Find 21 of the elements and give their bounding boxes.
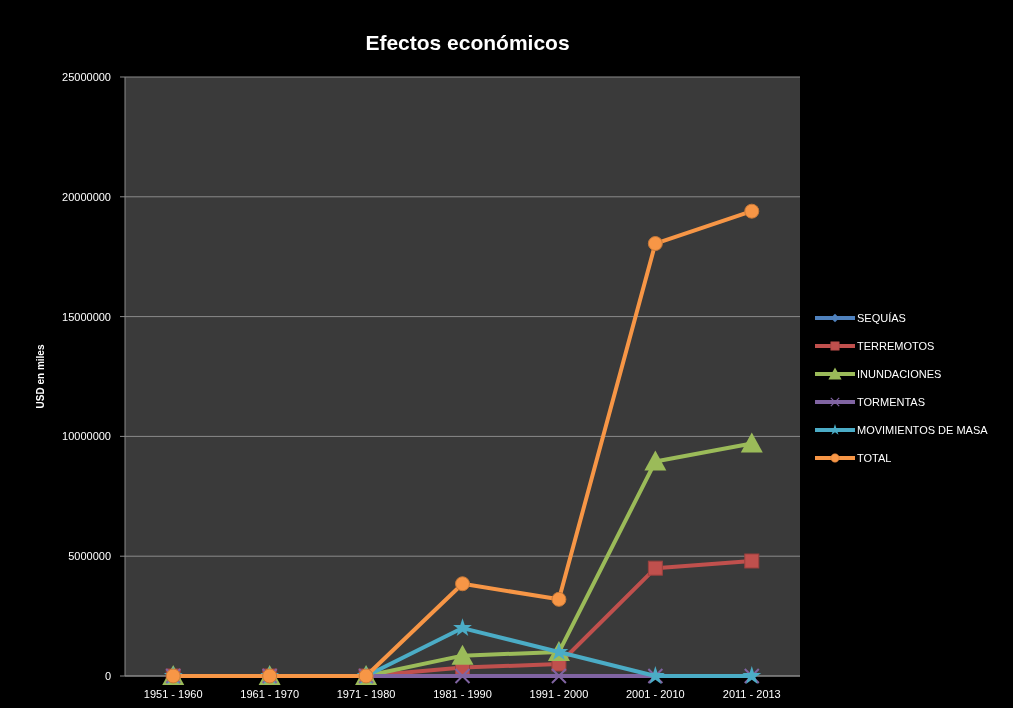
legend-label: INUNDACIONES — [857, 368, 942, 380]
x-tick-label: 1981 - 1990 — [433, 688, 492, 700]
legend-label: SEQUÍAS — [857, 312, 906, 324]
y-tick-label: 15000000 — [62, 310, 111, 323]
x-tick-label: 2001 - 2010 — [626, 688, 685, 700]
y-tick-label: 25000000 — [62, 71, 111, 83]
x-tick-label: 1961 - 1970 — [240, 688, 299, 700]
x-tick-label: 1971 - 1980 — [336, 688, 396, 700]
y-axis-title: USD en miles — [35, 344, 46, 409]
y-tick-label: 5000000 — [68, 550, 111, 563]
legend-label: TORMENTAS — [857, 396, 926, 408]
y-tick-label: 10000000 — [62, 430, 111, 443]
legend-label: TERREMOTOS — [857, 340, 935, 352]
x-tick-label: 1951 - 1960 — [143, 688, 203, 700]
legend-label: MOVIMIENTOS DE MASA — [857, 424, 989, 436]
y-tick-label: 20000000 — [62, 190, 111, 203]
chart-title: Efectos económicos — [365, 31, 570, 54]
legend-label: TOTAL — [857, 452, 892, 464]
x-tick-label: 1991 - 2000 — [529, 688, 589, 700]
x-tick-label: 2011 - 2013 — [722, 688, 781, 700]
y-tick-label: 0 — [104, 670, 111, 682]
